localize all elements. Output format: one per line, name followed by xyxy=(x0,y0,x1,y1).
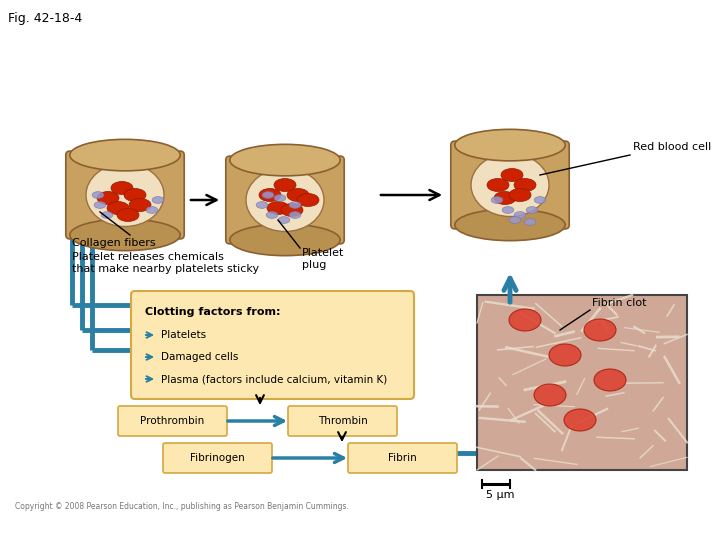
Text: Clotting factors from:: Clotting factors from: xyxy=(145,307,281,317)
Ellipse shape xyxy=(259,188,281,201)
Ellipse shape xyxy=(471,153,549,217)
Ellipse shape xyxy=(289,201,301,208)
Text: Platelets: Platelets xyxy=(161,330,206,340)
Text: Fibrin clot: Fibrin clot xyxy=(592,298,647,308)
FancyBboxPatch shape xyxy=(477,295,687,470)
Ellipse shape xyxy=(266,212,278,218)
Ellipse shape xyxy=(289,212,301,218)
Ellipse shape xyxy=(97,192,119,205)
Ellipse shape xyxy=(509,309,541,331)
Ellipse shape xyxy=(146,207,158,213)
Ellipse shape xyxy=(70,219,180,251)
Ellipse shape xyxy=(117,208,139,221)
Ellipse shape xyxy=(502,207,514,213)
FancyBboxPatch shape xyxy=(163,443,272,473)
Ellipse shape xyxy=(584,319,616,341)
FancyBboxPatch shape xyxy=(226,156,344,244)
Ellipse shape xyxy=(509,217,521,224)
Ellipse shape xyxy=(594,369,626,391)
Text: Red blood cell: Red blood cell xyxy=(633,142,711,152)
Ellipse shape xyxy=(70,139,180,171)
Text: Thrombin: Thrombin xyxy=(318,416,367,426)
Ellipse shape xyxy=(509,188,531,201)
Ellipse shape xyxy=(111,181,133,194)
Text: Damaged cells: Damaged cells xyxy=(161,352,238,362)
FancyBboxPatch shape xyxy=(118,406,227,436)
Ellipse shape xyxy=(564,409,596,431)
Ellipse shape xyxy=(262,192,274,198)
Text: Copyright © 2008 Pearson Education, Inc., publishing as Pearson Benjamin Cumming: Copyright © 2008 Pearson Education, Inc.… xyxy=(15,502,349,511)
Ellipse shape xyxy=(267,201,289,214)
Ellipse shape xyxy=(526,207,538,213)
Ellipse shape xyxy=(92,192,104,198)
Ellipse shape xyxy=(129,199,151,212)
Ellipse shape xyxy=(549,344,581,366)
Ellipse shape xyxy=(287,188,309,201)
Text: Fibrinogen: Fibrinogen xyxy=(190,453,245,463)
Text: Collagen fibers: Collagen fibers xyxy=(72,238,156,248)
Ellipse shape xyxy=(491,197,503,204)
Text: Plasma (factors include calcium, vitamin K): Plasma (factors include calcium, vitamin… xyxy=(161,374,387,384)
Ellipse shape xyxy=(230,224,340,255)
Ellipse shape xyxy=(501,168,523,181)
Ellipse shape xyxy=(534,384,566,406)
Ellipse shape xyxy=(487,179,509,192)
FancyBboxPatch shape xyxy=(348,443,457,473)
Ellipse shape xyxy=(124,188,146,201)
Ellipse shape xyxy=(107,201,129,214)
Ellipse shape xyxy=(494,192,516,205)
Ellipse shape xyxy=(524,219,536,225)
Ellipse shape xyxy=(274,179,296,192)
Ellipse shape xyxy=(86,164,164,226)
Text: 5 μm: 5 μm xyxy=(486,490,515,500)
Ellipse shape xyxy=(534,197,546,204)
Ellipse shape xyxy=(256,201,268,208)
Text: Platelet
plug: Platelet plug xyxy=(302,248,344,269)
Text: Prothrombin: Prothrombin xyxy=(140,416,204,426)
Ellipse shape xyxy=(514,179,536,192)
Ellipse shape xyxy=(274,194,286,201)
Ellipse shape xyxy=(246,168,324,232)
FancyBboxPatch shape xyxy=(451,141,570,229)
Ellipse shape xyxy=(278,217,290,224)
Ellipse shape xyxy=(94,201,106,208)
Ellipse shape xyxy=(297,193,319,206)
Ellipse shape xyxy=(514,212,526,218)
Ellipse shape xyxy=(101,212,113,218)
Text: Fig. 42-18-4: Fig. 42-18-4 xyxy=(8,12,82,25)
Text: Platelet releases chemicals
that make nearby platelets sticky: Platelet releases chemicals that make ne… xyxy=(72,252,259,274)
Text: Fibrin: Fibrin xyxy=(388,453,417,463)
FancyBboxPatch shape xyxy=(288,406,397,436)
Ellipse shape xyxy=(230,144,340,176)
Ellipse shape xyxy=(281,204,303,217)
FancyBboxPatch shape xyxy=(66,151,184,239)
Ellipse shape xyxy=(152,197,164,204)
FancyBboxPatch shape xyxy=(131,291,414,399)
Ellipse shape xyxy=(455,130,565,161)
Ellipse shape xyxy=(455,209,565,241)
